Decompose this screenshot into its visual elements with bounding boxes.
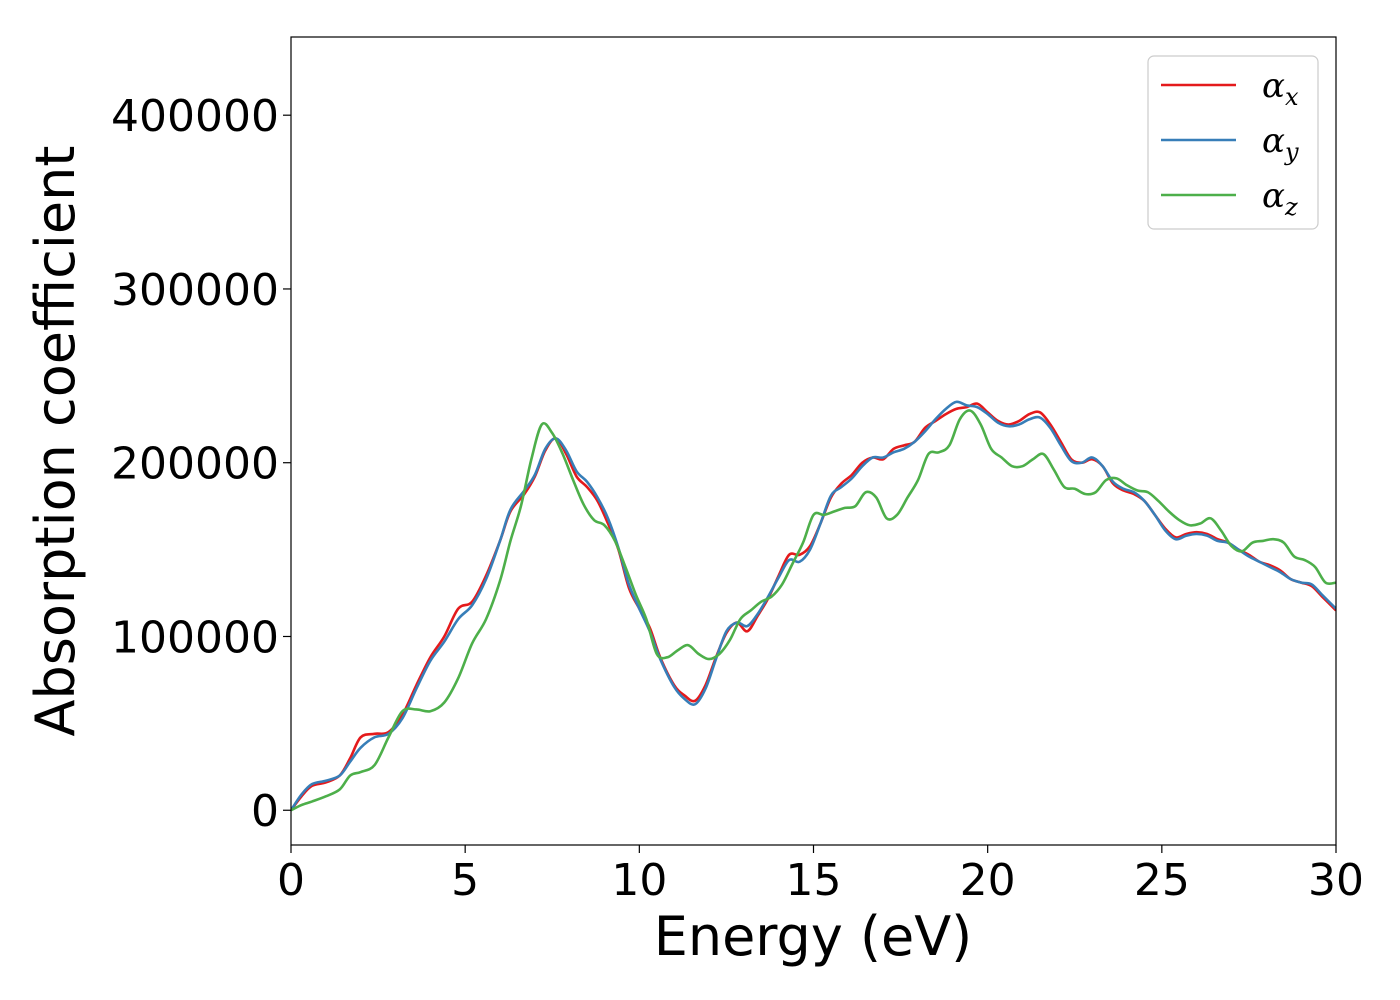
x-tick-label: 30: [1308, 855, 1364, 906]
x-tick-label: 5: [451, 855, 479, 906]
x-tick-label: 10: [611, 855, 667, 906]
x-axis-title: Energy (eV): [654, 905, 973, 968]
x-tick-label: 25: [1134, 855, 1190, 906]
x-tick-label: 20: [960, 855, 1016, 906]
x-tick-label: 15: [786, 855, 842, 906]
y-tick-label: 300000: [111, 265, 279, 316]
x-tick-label: 0: [277, 855, 305, 906]
y-axis-title: Absorption coefficient: [24, 146, 87, 737]
series-layer: [291, 400, 1336, 812]
legend-box: [1147, 55, 1319, 230]
y-tick-label: 100000: [111, 612, 279, 663]
series-line-x: [291, 402, 1336, 812]
series-line-y: [291, 400, 1336, 811]
y-tick-label: 400000: [111, 91, 279, 142]
y-tick-label: 0: [251, 786, 279, 837]
x-axis: 0 5 10 15 20 25 30: [277, 845, 1364, 906]
y-axis: 0 100000 200000 300000 400000: [111, 91, 291, 837]
series-line-z: [291, 409, 1336, 812]
y-tick-label: 200000: [111, 439, 279, 490]
